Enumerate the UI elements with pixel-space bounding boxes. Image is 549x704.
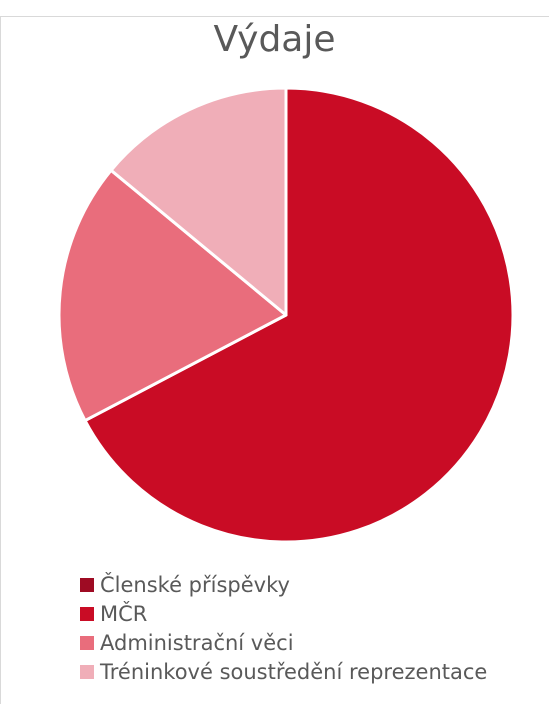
legend-label-clenske-prispevky: Členské příspěvky <box>100 572 290 597</box>
legend-swatch-administracni-veci <box>80 635 94 650</box>
legend-item-mcr: MČR <box>80 599 487 628</box>
pie-slice-1 <box>83 86 515 544</box>
chart-frame <box>0 16 549 704</box>
legend-label-administracni-veci: Administrační věci <box>100 630 294 655</box>
legend-label-mcr: MČR <box>100 601 148 626</box>
chart-title: Výdaje <box>213 19 336 60</box>
legend-swatch-clenske-prispevky <box>80 577 94 592</box>
legend-label-treninkove-soustredeni: Tréninkové soustředění reprezentace <box>100 659 488 684</box>
legend-item-clenske-prispevky: Členské příspěvky <box>80 570 487 599</box>
pie-slice-3 <box>109 86 288 317</box>
pie-slice-2 <box>57 168 288 423</box>
legend-swatch-treninkove-soustredeni <box>80 664 94 679</box>
legend-swatch-mcr <box>80 606 94 621</box>
legend-item-treninkove-soustredeni: Tréninkové soustředění reprezentace <box>80 657 487 686</box>
legend-item-administracni-veci: Administrační věci <box>80 628 487 657</box>
legend: Členské příspěvky MČR Administrační věci… <box>80 570 487 686</box>
